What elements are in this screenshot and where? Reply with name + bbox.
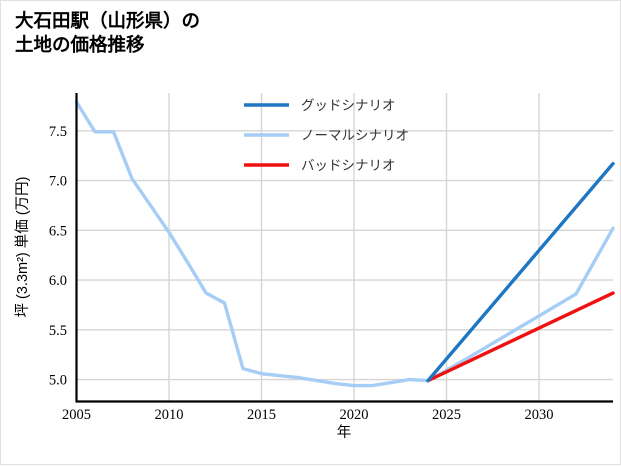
series-line [426, 291, 615, 383]
page-title: 大石田駅（山形県）の 土地の価格推移 [15, 10, 201, 56]
y-tick-label: 6.5 [49, 223, 67, 239]
x-tick-label: 2030 [525, 407, 554, 423]
x-tick-labels: 2005 2010 2015 2020 2025 2030 [62, 407, 554, 423]
y-tick-label: 7.5 [49, 124, 67, 140]
y-tick-label: 5.5 [49, 323, 67, 339]
series-line [426, 161, 615, 383]
x-tick-label: 2020 [340, 407, 369, 423]
legend-label: グッドシナリオ [301, 98, 396, 113]
x-tick-label: 2005 [62, 407, 91, 423]
y-tick-label: 7.0 [49, 174, 67, 190]
y-tick-labels: 5.0 5.5 6.0 6.5 7.0 7.5 [49, 124, 67, 389]
y-axis-label: 坪 (3.3m²) 単価 (万円) [14, 177, 31, 318]
x-axis-label: 年 [337, 424, 352, 441]
legend-label: バッドシナリオ [301, 158, 396, 173]
series-line [74, 100, 615, 388]
x-tick-label: 2025 [432, 407, 461, 423]
y-tick-label: 5.0 [49, 373, 67, 389]
x-tick-label: 2010 [155, 407, 184, 423]
y-tick-label: 6.0 [49, 273, 67, 289]
legend-label: ノーマルシナリオ [301, 128, 409, 143]
x-tick-label: 2015 [247, 407, 276, 423]
data-series-group [74, 100, 615, 388]
